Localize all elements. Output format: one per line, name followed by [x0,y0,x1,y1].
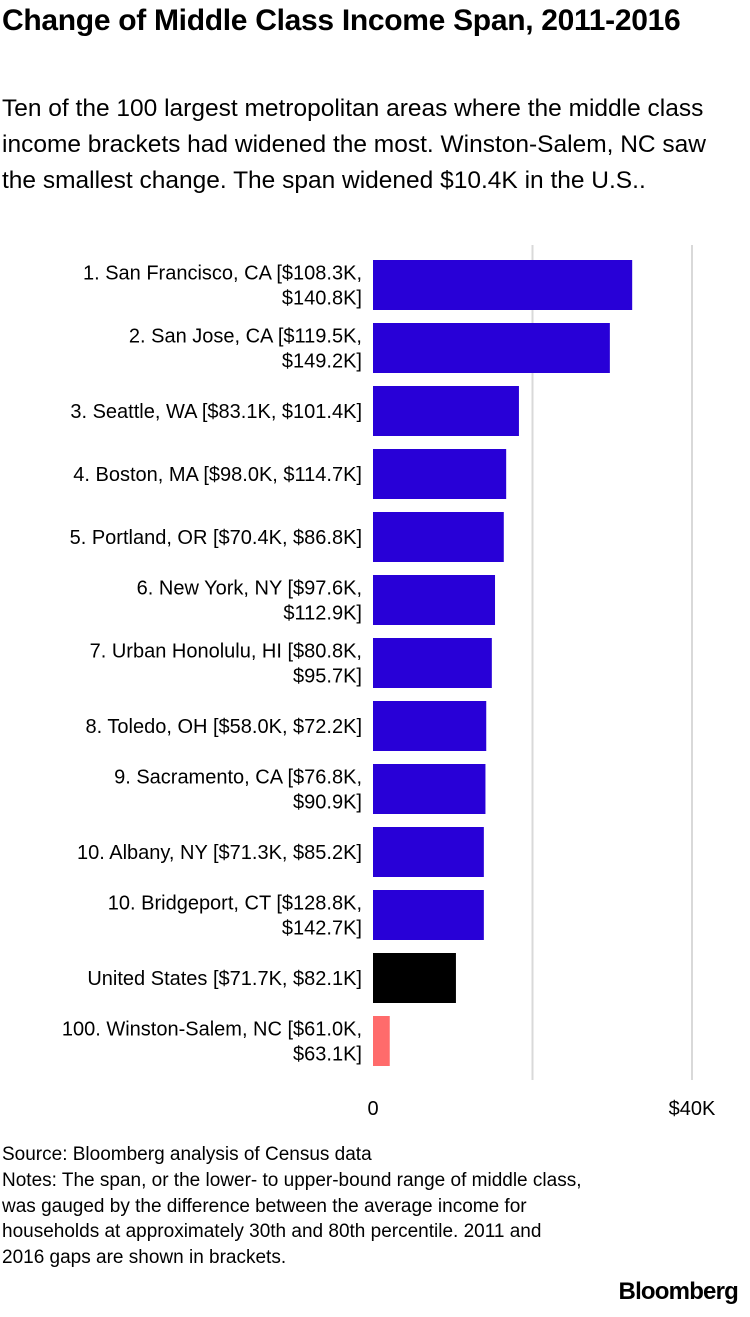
chart-title: Change of Middle Class Income Span, 2011… [2,4,681,37]
bar-9 [373,764,486,814]
bloomberg-logo: Bloomberg [618,1278,739,1305]
bar-13 [373,1016,390,1066]
bar-2 [373,323,610,373]
bar-6 [373,575,496,625]
category-label-2: 2. San Jose, CA [$119.5K, $149.2K] [129,326,362,373]
bar-8 [373,701,487,751]
category-label-3: 3. Seattle, WA [$83.1K, $101.4K] [70,401,362,423]
category-label-10: 10. Albany, NY [$71.3K, $85.2K] [77,842,362,864]
bar-10 [373,827,484,877]
bar-chart: 0 $40K 1. San Francisco, CA [$108.3K, $140.… [62,245,716,1120]
x-tick-label-0: 0 [367,1098,378,1120]
bar-3 [373,386,519,436]
category-label-1: 1. San Francisco, CA [$108.3K, $140.8K] [83,263,362,310]
bar-4 [373,449,507,499]
category-label-11: 10. Bridgeport, CT [$128.8K, $142.7K] [108,893,362,940]
category-label-9: 9. Sacramento, CA [$76.8K, $90.9K] [114,767,362,814]
category-label-13: 100. Winston-Salem, NC [$61.0K, $63.1K] [62,1019,362,1066]
source-note: Source: Bloomberg analysis of Census dat… [2,1144,372,1165]
category-label-8: 8. Toledo, OH [$58.0K, $72.2K] [86,716,362,738]
methodology-note: Notes: The span, or the lower- to upper-… [2,1169,582,1269]
category-label-5: 5. Portland, OR [$70.4K, $86.8K] [70,527,362,549]
category-label-12: United States [$71.7K, $82.1K] [87,968,362,990]
bar-12 [373,953,456,1003]
category-label-4: 4. Boston, MA [$98.0K, $114.7K] [73,464,362,486]
category-label-7: 7. Urban Honolulu, HI [$80.8K, $95.7K] [90,641,362,688]
bar-1 [373,260,633,310]
bar-5 [373,512,504,562]
chart-subtitle: Ten of the 100 largest metropolitan area… [2,95,706,194]
footer: Source: Bloomberg analysis of Census dat… [2,1142,582,1271]
bar-11 [373,890,484,940]
category-label-6: 6. New York, NY [$97.6K, $112.9K] [137,578,362,625]
bar-7 [373,638,492,688]
x-tick-label-2: $40K [669,1098,716,1120]
